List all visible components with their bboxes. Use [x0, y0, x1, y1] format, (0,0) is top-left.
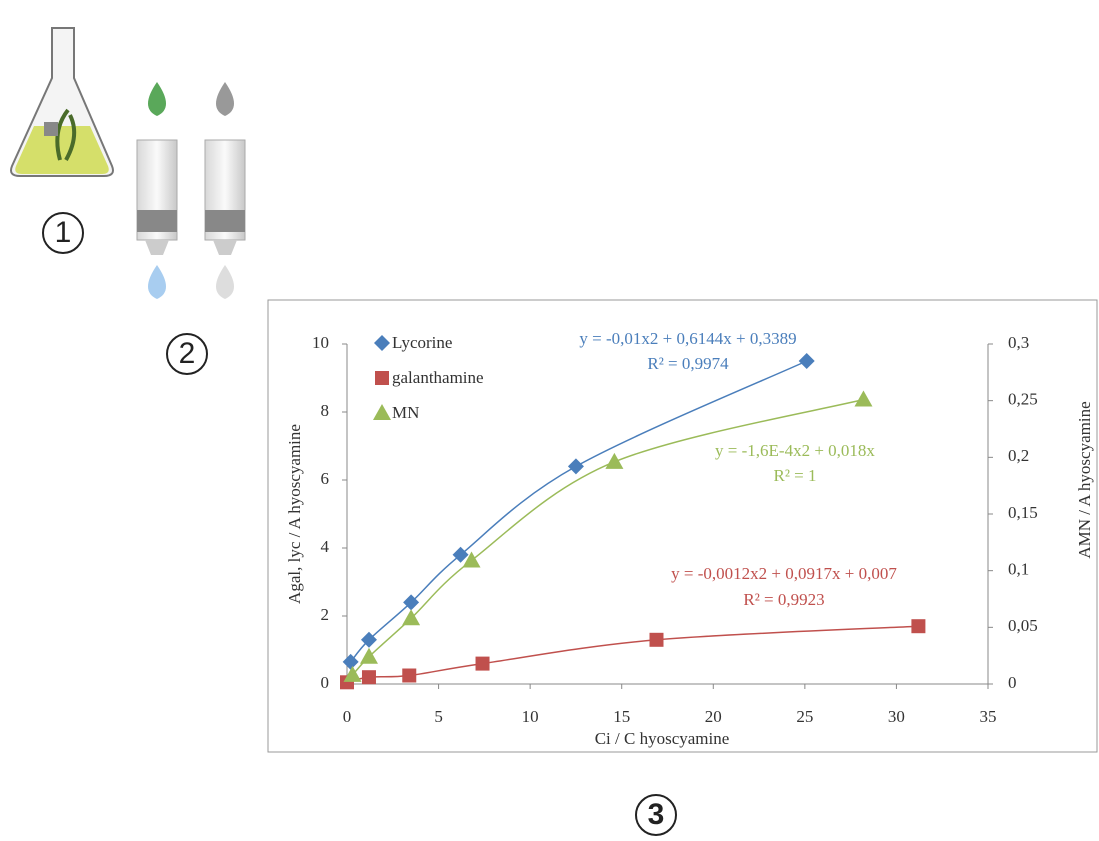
legend-marker [373, 404, 391, 420]
x-tick-label: 0 [343, 707, 352, 726]
y-tick-label: 0 [321, 673, 330, 692]
y-tick-label: 6 [321, 469, 330, 488]
marker [649, 632, 664, 647]
r-squared: R² = 0,9923 [743, 590, 824, 609]
marker [567, 458, 584, 475]
panel-circle [635, 794, 677, 836]
y2-tick-label: 0,3 [1008, 333, 1029, 352]
marker [854, 390, 873, 407]
x-tick-label: 15 [613, 707, 630, 726]
equation: y = -1,6E-4x2 + 0,018x [715, 441, 875, 460]
marker [361, 670, 376, 685]
legend-marker [374, 335, 390, 351]
marker [462, 551, 481, 568]
y2-tick-label: 0,25 [1008, 390, 1038, 409]
y2-tick-label: 0,2 [1008, 446, 1029, 465]
y-tick-label: 8 [321, 401, 330, 420]
x-axis-label: Ci / C hyoscyamine [595, 729, 730, 748]
flask-illustration [10, 15, 118, 180]
panel-circle [42, 212, 84, 254]
marker [343, 665, 362, 682]
y2-tick-label: 0,05 [1008, 616, 1038, 635]
r-squared: R² = 1 [773, 466, 816, 485]
panel-label: 2 [179, 337, 196, 370]
marker [798, 353, 815, 369]
x-tick-label: 25 [796, 707, 813, 726]
marker [359, 647, 378, 664]
marker [402, 668, 417, 683]
marker [911, 619, 926, 634]
y2-tick-label: 0,1 [1008, 560, 1029, 579]
legend-entry: galanthamine [392, 368, 484, 387]
panel-label: 1 [55, 216, 72, 249]
y-tick-label: 4 [321, 537, 330, 556]
y2-axis-label: AMN / A hyoscyamine [1075, 401, 1094, 558]
equation: y = -0,0012x2 + 0,0917x + 0,007 [671, 564, 897, 583]
marker [605, 452, 624, 469]
x-tick-label: 30 [888, 707, 905, 726]
legend-marker [375, 371, 389, 385]
panel-label: 3 [648, 798, 665, 831]
legend-entry: MN [392, 403, 419, 422]
column-illustration [118, 70, 266, 330]
marker [403, 594, 420, 611]
x-tick-label: 10 [522, 707, 539, 726]
panel-circle [166, 333, 208, 375]
y-axis-label: Agal, lyc / A hyoscyamine [285, 424, 304, 604]
equation: y = -0,01x2 + 0,6144x + 0,3389 [579, 329, 796, 348]
marker [402, 609, 421, 626]
x-tick-label: 35 [980, 707, 997, 726]
y2-tick-label: 0 [1008, 673, 1017, 692]
y2-tick-label: 0,15 [1008, 503, 1038, 522]
x-tick-label: 5 [434, 707, 443, 726]
marker [475, 656, 490, 671]
marker [360, 631, 377, 648]
x-tick-label: 20 [705, 707, 722, 726]
marker [342, 653, 359, 670]
r-squared: R² = 0,9974 [647, 354, 729, 373]
y-tick-label: 10 [312, 333, 329, 352]
legend-entry: Lycorine [392, 333, 452, 352]
y-tick-label: 2 [321, 605, 330, 624]
marker [452, 546, 469, 563]
